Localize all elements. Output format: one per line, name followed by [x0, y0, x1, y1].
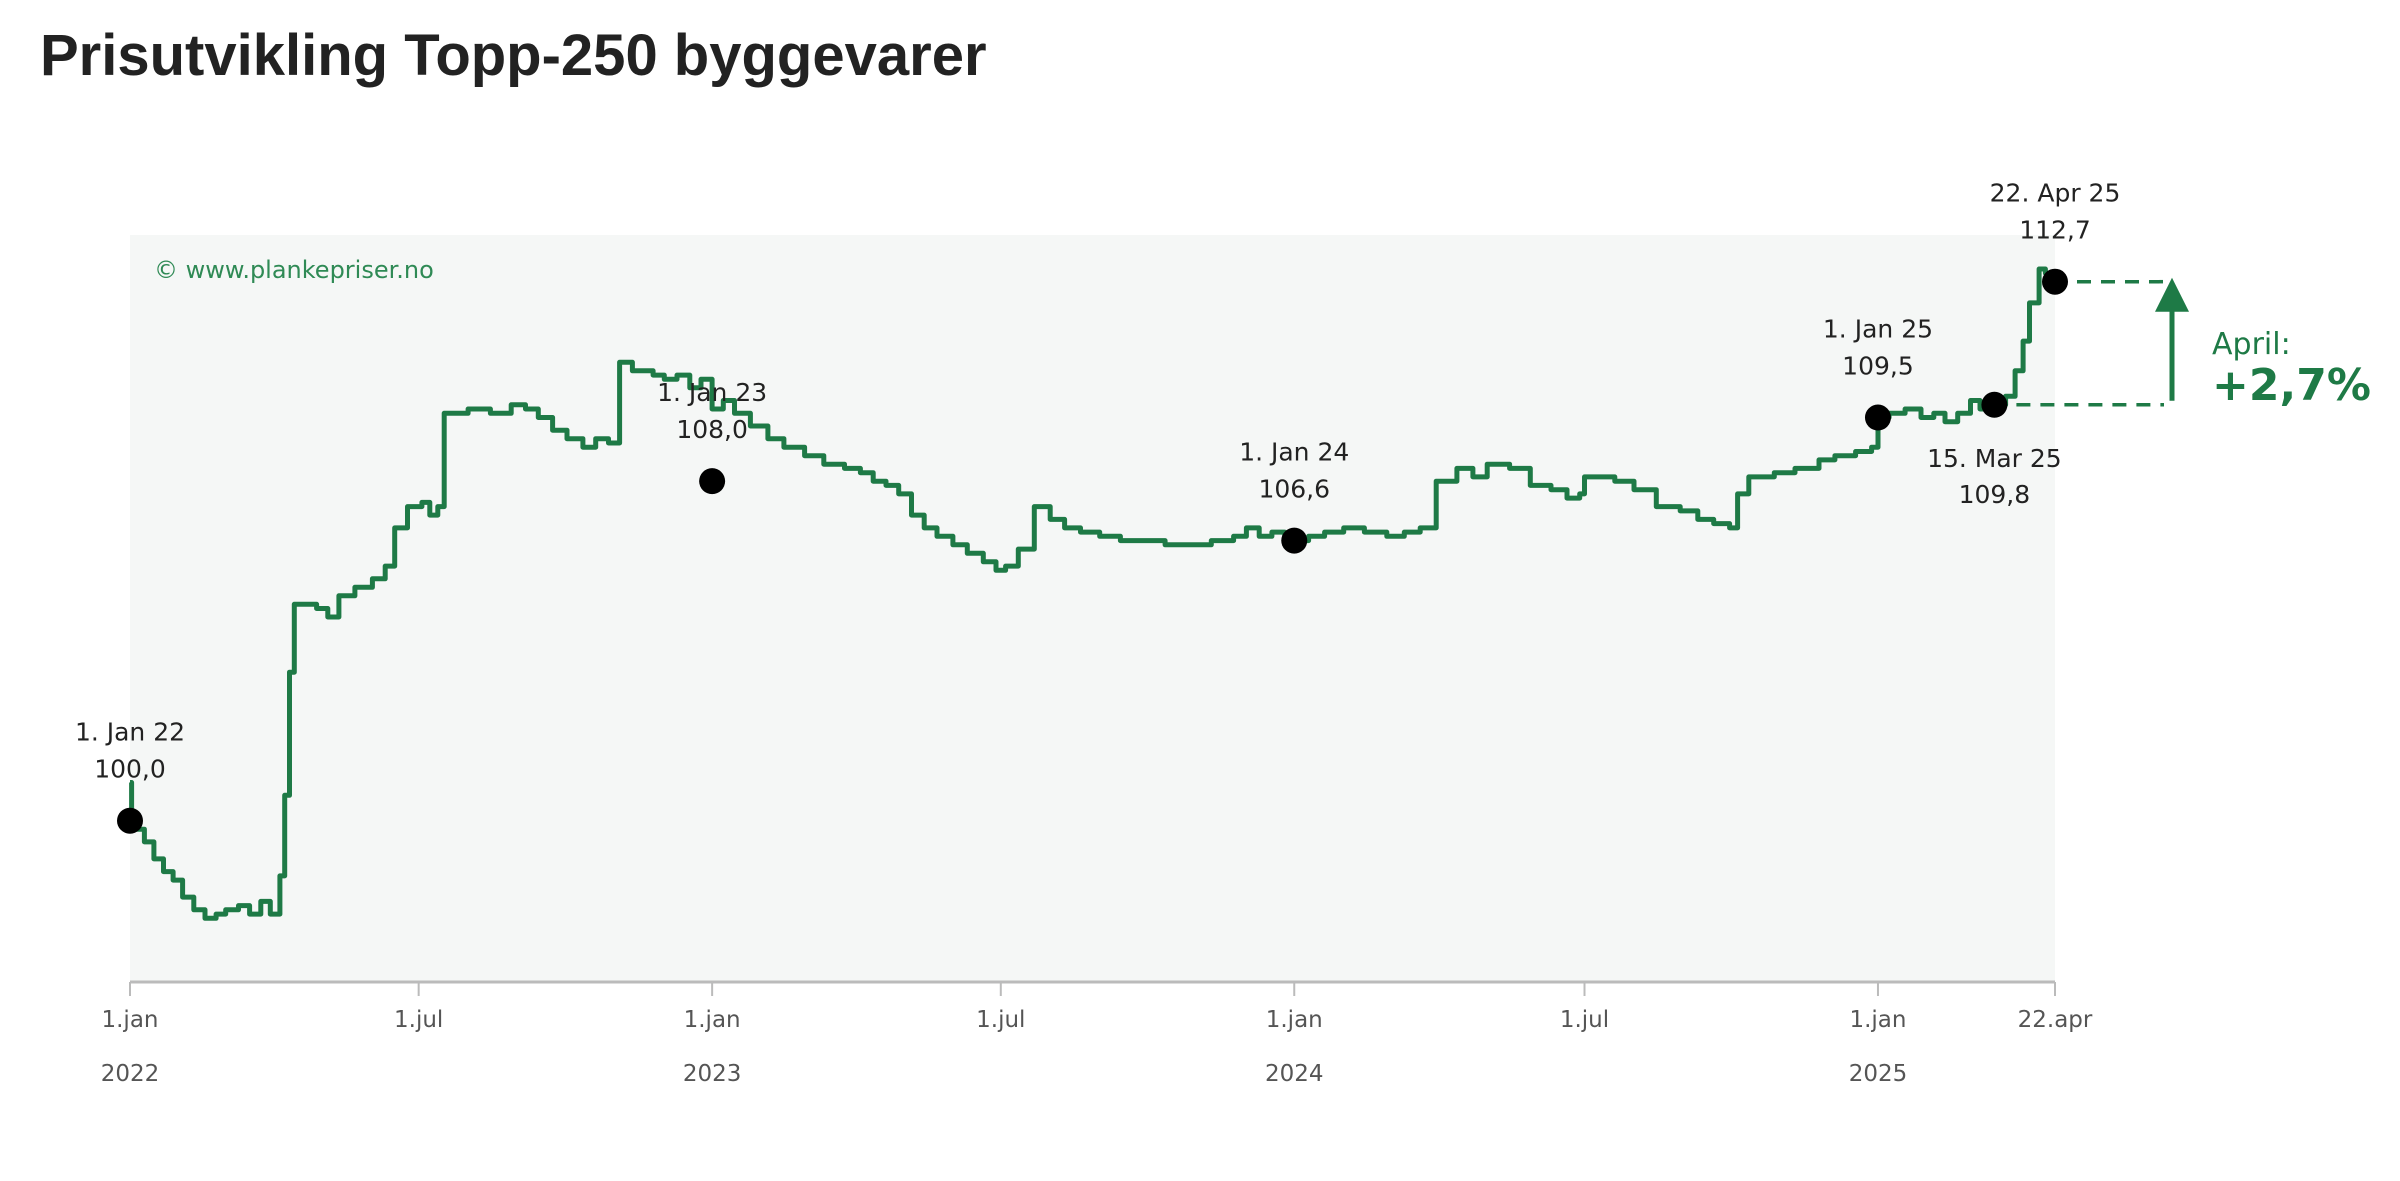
point-date-label: 1. Jan 25 [1823, 315, 1933, 344]
watermark-text: © www.plankepriser.no [154, 256, 434, 284]
x-tick-label: 1.jul [1560, 1007, 1609, 1033]
x-tick-label: 1.jan [1849, 1007, 1906, 1033]
annotated-point [699, 468, 726, 495]
x-axis-ticks: 1.jan 2022 1.jul 1.jan 2023 1.jul 1.jan 2024 1.j… [101, 982, 2093, 1087]
annotated-point [1981, 391, 2008, 418]
x-tick-label: 1.jan [684, 1007, 741, 1033]
change-value: +2,7% [2212, 360, 2371, 411]
x-tick-label: 1.jan [1266, 1007, 1323, 1033]
x-tick-year: 2024 [1265, 1061, 1324, 1087]
point-value-label: 100,0 [94, 755, 166, 784]
point-date-label: 1. Jan 24 [1239, 438, 1349, 467]
point-value-label: 106,6 [1258, 475, 1330, 504]
x-tick-label: 1.jul [976, 1007, 1025, 1033]
x-tick-year: 2023 [683, 1061, 742, 1087]
change-label: April: [2212, 327, 2291, 362]
plot-area [130, 235, 2055, 982]
x-tick-label: 1.jul [394, 1007, 443, 1033]
series-line [129, 266, 2058, 921]
x-tick-label: 22.apr [2018, 1007, 2093, 1033]
x-tick-year: 2022 [101, 1061, 160, 1087]
x-tick-label: 1.jan [101, 1007, 158, 1033]
point-value-label: 108,0 [676, 415, 748, 444]
point-date-label: 15. Mar 25 [1927, 444, 2062, 473]
x-tick-year: 2025 [1849, 1061, 1908, 1087]
point-date-label: 1. Jan 23 [657, 378, 767, 407]
change-indicator [2016, 277, 2189, 407]
annotated-points: 1. Jan 22 100,0 1. Jan 23 108,0 1. Jan 24 106… [75, 179, 2120, 834]
annotated-point [117, 807, 143, 834]
point-value-label: 112,7 [2019, 216, 2091, 245]
page-title: Prisutvikling Topp-250 byggevarer [40, 23, 987, 88]
annotated-point [1864, 404, 1891, 431]
annotated-point [1281, 527, 1308, 554]
point-date-label: 1. Jan 22 [75, 718, 185, 747]
annotated-point [2042, 268, 2068, 295]
change-arrow-head [2155, 277, 2189, 312]
point-value-label: 109,8 [1959, 480, 2031, 509]
point-value-label: 109,5 [1842, 352, 1914, 381]
point-date-label: 22. Apr 25 [1990, 179, 2121, 208]
